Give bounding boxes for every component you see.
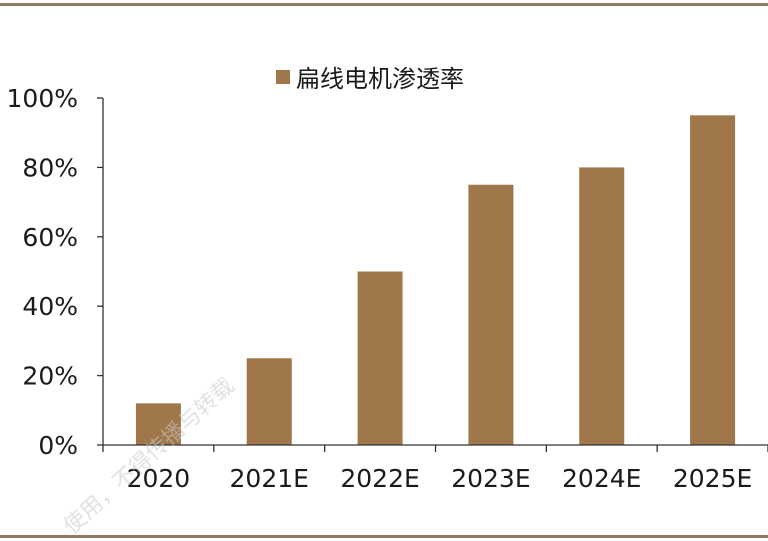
y-tick-label: 60% — [22, 223, 78, 252]
watermark-text: 使用，不得传播与转载 — [59, 374, 239, 540]
legend-swatch — [276, 70, 290, 84]
legend: 扁线电机渗透率 — [276, 65, 464, 93]
y-tick-label: 40% — [22, 292, 78, 321]
bar-2023E — [468, 184, 514, 445]
bar-2024E — [579, 167, 625, 445]
y-tick-label: 0% — [38, 431, 78, 460]
bar-2022E — [357, 271, 403, 445]
y-tick-label: 100% — [7, 84, 78, 113]
x-tick-label: 2023E — [451, 464, 530, 493]
x-tick-label: 2022E — [340, 464, 419, 493]
x-tick-label: 2020 — [127, 464, 191, 493]
y-tick-label: 20% — [22, 362, 78, 391]
bars — [135, 115, 736, 445]
y-axis-ticks: 0% 20% 40% 60% 80% 100% — [7, 84, 103, 460]
x-tick-label: 2025E — [673, 464, 752, 493]
x-tick-label: 2021E — [230, 464, 309, 493]
bottom-rule — [0, 535, 768, 538]
x-axis-ticks: 2020 2021E 2022E 2023E 2024E 2025E — [102, 445, 768, 493]
bar-2021E — [246, 358, 292, 445]
top-rule — [0, 3, 768, 6]
bar-2020 — [135, 403, 181, 445]
legend-label: 扁线电机渗透率 — [296, 65, 464, 93]
x-tick-label: 2024E — [562, 464, 641, 493]
y-tick-label: 80% — [22, 153, 78, 182]
bar-2025E — [690, 115, 736, 445]
